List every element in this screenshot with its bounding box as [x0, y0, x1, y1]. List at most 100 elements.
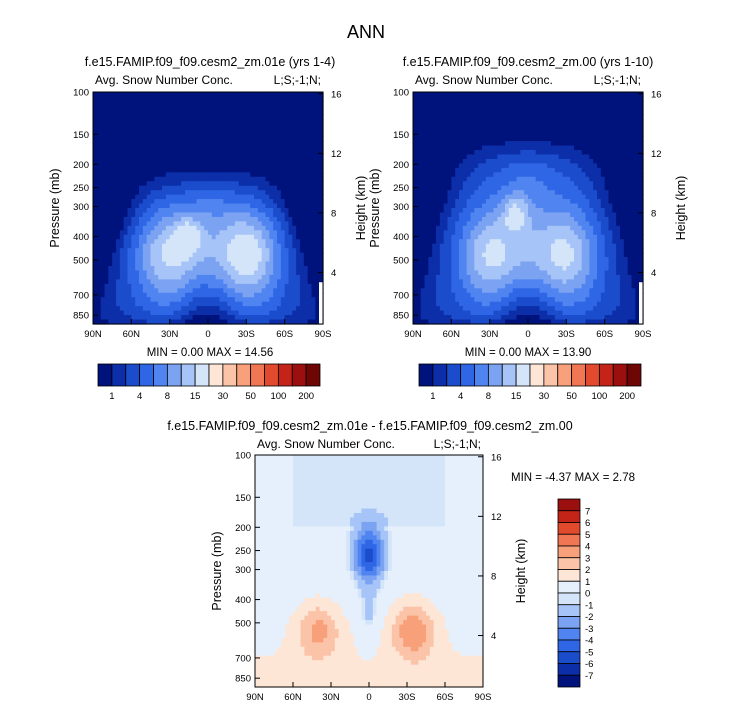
contour-cell [211, 199, 217, 205]
contour-cell [169, 132, 175, 138]
contour-cell [257, 257, 263, 263]
contour-cell [589, 136, 594, 142]
contour-cell [493, 167, 498, 173]
contour-cell [261, 96, 267, 102]
contour-cell [204, 288, 209, 294]
contour-cell [597, 145, 602, 151]
contour-cell [493, 190, 498, 196]
contour-cell [215, 176, 221, 182]
contour-cell [119, 199, 125, 205]
contour-cell [135, 176, 140, 182]
contour-cell [265, 248, 270, 254]
contour-cell [250, 274, 255, 280]
contour-cell [265, 185, 270, 191]
contour-cell [215, 225, 221, 231]
contour-cell [231, 230, 236, 236]
contour-cell [127, 212, 132, 218]
contour-cell [296, 288, 301, 294]
contour-cell [307, 292, 313, 298]
contour-cell [158, 310, 163, 316]
contour-cell [581, 208, 587, 214]
contour-cell [528, 100, 533, 106]
contour-cell [146, 105, 152, 111]
contour-cell [231, 221, 236, 227]
contour-cell [219, 297, 224, 303]
contour-cell [558, 100, 564, 106]
contour-cell [139, 248, 144, 254]
contour-cell [570, 127, 575, 133]
contour-cell [273, 141, 278, 147]
contour-cell [315, 212, 320, 218]
contour-cell [162, 176, 167, 182]
contour-cell [447, 194, 452, 200]
contour-cell [566, 145, 571, 151]
contour-cell [508, 136, 514, 142]
contour-cell [227, 154, 232, 160]
contour-cell [196, 114, 201, 120]
contour-cell [474, 212, 479, 218]
contour-cell [547, 190, 552, 196]
contour-cell [169, 123, 175, 129]
contour-cell [177, 212, 182, 218]
colorbar-box [111, 363, 127, 387]
contour-cell [547, 109, 552, 115]
contour-cell [242, 163, 247, 169]
contour-cell [577, 132, 583, 138]
contour-cell [116, 181, 121, 187]
contour-cell [223, 319, 228, 325]
contour-cell [585, 154, 590, 160]
contour-cell [123, 234, 129, 240]
contour-cell [158, 252, 163, 258]
contour-cell [254, 270, 259, 276]
contour-cell [416, 127, 422, 133]
contour-cell [188, 261, 194, 267]
contour-cell [211, 114, 217, 120]
contour-cell [589, 212, 594, 218]
contour-cell [566, 194, 571, 200]
contour-cell [535, 176, 541, 182]
contour-cell [620, 132, 625, 138]
contour-cell [292, 127, 297, 133]
contour-cell [303, 283, 309, 289]
contour-cell [474, 216, 479, 222]
contour-cell [292, 185, 297, 191]
contour-cell [574, 185, 579, 191]
contour-cell [215, 145, 221, 151]
contour-cell [505, 105, 510, 111]
contour-cell [173, 315, 178, 321]
contour-cell [142, 114, 148, 120]
contour-cell [300, 297, 305, 303]
contour-cell [505, 123, 510, 129]
contour-cell [474, 194, 479, 200]
contour-cell [543, 163, 548, 169]
contour-cell [165, 230, 171, 236]
contour-cell [116, 96, 121, 102]
contour-cell [154, 248, 159, 254]
contour-cell [238, 100, 244, 106]
contour-cell [284, 230, 290, 236]
contour-cell [231, 176, 236, 182]
contour-cell [269, 270, 274, 276]
contour-cell [158, 172, 163, 178]
contour-cell [135, 297, 140, 303]
contour-cell [131, 118, 136, 124]
contour-cell [127, 123, 132, 129]
contour-cell [192, 301, 198, 307]
contour-cell [589, 132, 594, 138]
contour-cell [620, 136, 625, 142]
contour-cell [173, 123, 178, 129]
contour-cell [547, 100, 552, 106]
contour-cell [574, 194, 579, 200]
contour-cell [257, 239, 263, 245]
contour-cell [250, 203, 255, 209]
contour-cell [123, 310, 129, 316]
contour-cell [150, 208, 155, 214]
contour-cell [265, 266, 270, 272]
contour-cell [273, 234, 278, 240]
contour-cell [254, 225, 259, 231]
contour-cell [192, 154, 198, 160]
contour-cell [558, 141, 564, 147]
contour-cell [261, 136, 267, 142]
contour-cell [620, 176, 625, 182]
contour-cell [116, 127, 121, 133]
